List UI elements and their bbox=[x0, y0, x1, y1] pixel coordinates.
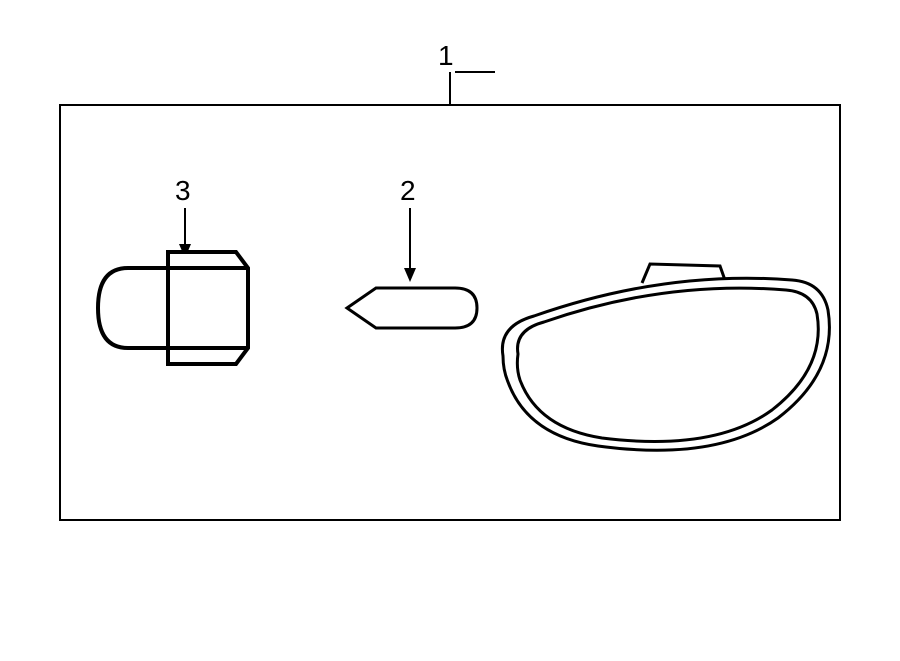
diagram-svg bbox=[0, 0, 900, 661]
part-nut-socket bbox=[98, 252, 248, 364]
callout-label-1: 1 bbox=[438, 40, 454, 72]
callout-2-arrowhead bbox=[404, 268, 416, 282]
diagram-canvas: 1 3 2 bbox=[0, 0, 900, 661]
part-bulb bbox=[347, 288, 477, 328]
callout-label-2: 2 bbox=[400, 175, 416, 207]
part-lens-assembly bbox=[502, 264, 829, 450]
callout-label-3: 3 bbox=[175, 175, 191, 207]
